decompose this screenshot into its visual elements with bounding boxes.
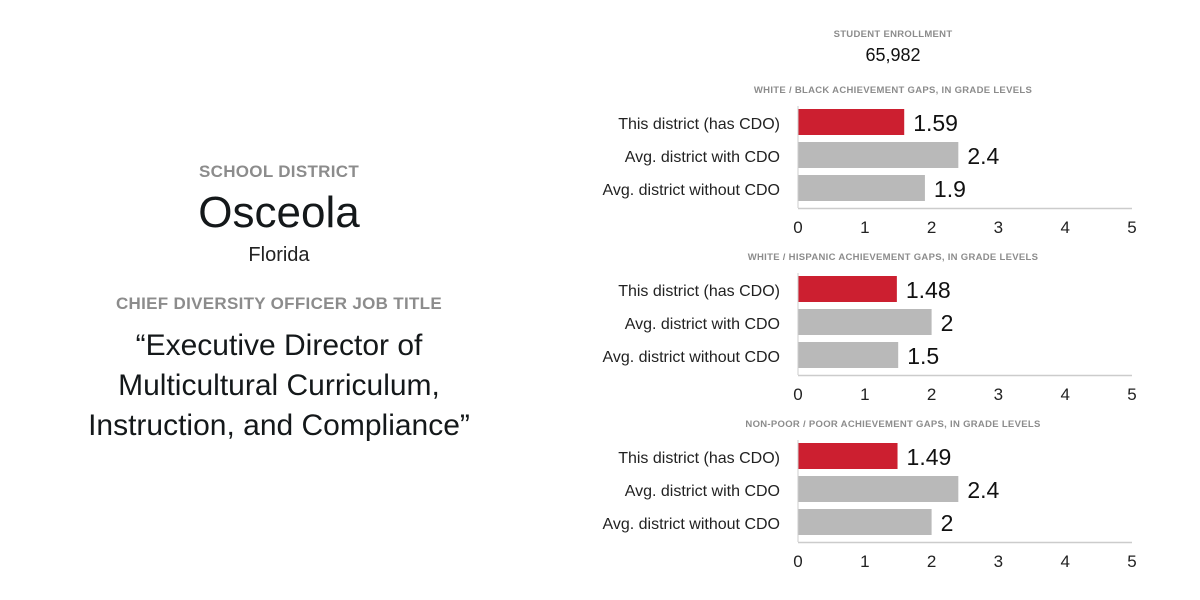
category-label: Avg. district with CDO [625, 483, 780, 500]
x-tick-label: 4 [1060, 385, 1069, 404]
category-label: This district (has CDO) [618, 116, 780, 133]
x-tick-label: 0 [793, 552, 802, 571]
bar [798, 476, 959, 502]
chart-title: NON-POOR / POOR ACHIEVEMENT GAPS, IN GRA… [745, 419, 1040, 430]
x-tick-label: 5 [1127, 385, 1136, 404]
district-name: Osceola [198, 188, 360, 237]
state-name: Florida [248, 244, 310, 266]
job-title-line: Multicultural Curriculum, [118, 369, 440, 402]
bar [798, 309, 932, 335]
bar [798, 342, 899, 368]
bar [798, 109, 905, 135]
enrollment-label: STUDENT ENROLLMENT [833, 29, 953, 40]
value-label: 1.9 [934, 176, 966, 202]
chart-title: WHITE / HISPANIC ACHIEVEMENT GAPS, IN GR… [748, 252, 1039, 263]
x-tick-label: 1 [860, 218, 869, 237]
category-label: Avg. district with CDO [625, 316, 780, 333]
job-title-line: Instruction, and Compliance” [88, 409, 470, 442]
value-label: 1.5 [907, 343, 939, 369]
x-tick-label: 3 [994, 552, 1003, 571]
category-label: This district (has CDO) [618, 450, 780, 467]
category-label: Avg. district without CDO [602, 349, 780, 366]
category-label: This district (has CDO) [618, 283, 780, 300]
x-tick-label: 5 [1127, 218, 1136, 237]
bar [798, 175, 925, 201]
x-tick-label: 0 [793, 218, 802, 237]
job-title-line: “Executive Director of [135, 329, 423, 362]
bar [798, 443, 898, 469]
bar [798, 142, 959, 168]
chart-title: WHITE / BLACK ACHIEVEMENT GAPS, IN GRADE… [754, 85, 1032, 96]
x-tick-label: 2 [927, 385, 936, 404]
value-label: 1.48 [906, 277, 951, 303]
x-tick-label: 3 [994, 218, 1003, 237]
x-tick-label: 1 [860, 385, 869, 404]
category-label: Avg. district without CDO [602, 182, 780, 199]
job-title-label: CHIEF DIVERSITY OFFICER JOB TITLE [115, 294, 442, 313]
value-label: 2.4 [967, 477, 999, 503]
value-label: 1.59 [913, 110, 958, 136]
category-label: Avg. district with CDO [625, 149, 780, 166]
bar [798, 509, 932, 535]
job-title: “Executive Director of Multicultural Cur… [0, 326, 558, 446]
district-label: SCHOOL DISTRICT [198, 162, 360, 181]
enrollment-value: 65,982 [865, 45, 921, 65]
x-tick-label: 0 [793, 385, 802, 404]
value-label: 2 [941, 510, 954, 536]
x-tick-label: 4 [1060, 552, 1069, 571]
category-label: Avg. district without CDO [602, 516, 780, 533]
x-tick-label: 4 [1060, 218, 1069, 237]
value-label: 2.4 [967, 143, 999, 169]
x-tick-label: 3 [994, 385, 1003, 404]
x-tick-label: 5 [1127, 552, 1136, 571]
bar [798, 276, 897, 302]
value-label: 2 [941, 310, 954, 336]
value-label: 1.49 [907, 444, 952, 470]
x-tick-label: 2 [927, 552, 936, 571]
x-tick-label: 1 [860, 552, 869, 571]
x-tick-label: 2 [927, 218, 936, 237]
